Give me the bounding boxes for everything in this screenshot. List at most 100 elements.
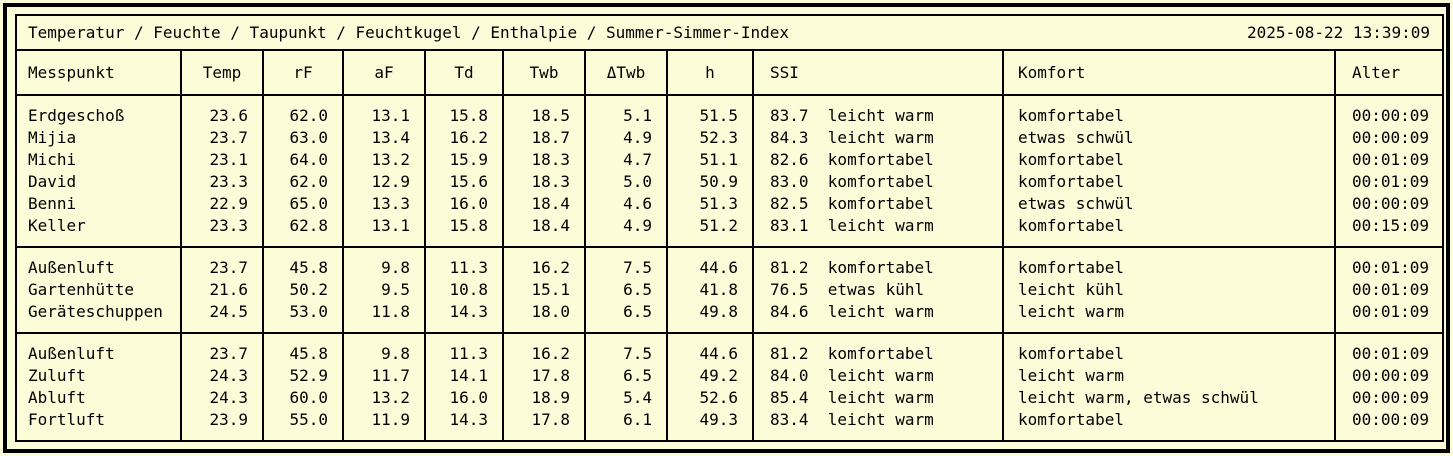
cell-af: 13.2 xyxy=(342,149,425,171)
cell-ssi: 76.5 etwas kühl xyxy=(752,279,1003,301)
cell-ssi: 84.6 leicht warm xyxy=(752,301,1003,333)
cell-delta-twb: 4.6 xyxy=(584,193,667,215)
cell-rf: 62.0 xyxy=(262,171,343,193)
cell-td: 15.8 xyxy=(424,215,503,247)
table-row: Erdgeschoß 23.6 62.0 13.1 15.8 18.5 5.1 51.5 83.… xyxy=(16,95,1443,127)
cell-messpunkt: Außenluft xyxy=(28,258,115,277)
cell-rf: 50.2 xyxy=(262,279,343,301)
cell-temp: 23.7 xyxy=(180,127,263,149)
cell-td: 16.2 xyxy=(424,127,503,149)
cell-alter: 00:00:09 xyxy=(1334,95,1443,127)
header-messpunkt: Messpunkt xyxy=(16,50,181,96)
measurement-group-indoor: Erdgeschoß 23.6 62.0 13.1 15.8 18.5 5.1 51.5 83.… xyxy=(16,95,1443,247)
cell-ssi: 83.7 leicht warm xyxy=(752,95,1003,127)
cell-temp: 23.3 xyxy=(180,215,263,247)
cell-h: 52.6 xyxy=(666,387,753,409)
cell-temp: 24.5 xyxy=(180,301,263,333)
cell-delta-twb: 6.5 xyxy=(584,301,667,333)
cell-rf: 65.0 xyxy=(262,193,343,215)
table-row: Außenluft 23.7 45.8 9.8 11.3 16.2 7.5 44.6 81.2 … xyxy=(16,247,1443,279)
cell-twb: 18.0 xyxy=(502,301,585,333)
cell-komfort: leicht warm xyxy=(1002,301,1335,333)
cell-h: 49.2 xyxy=(666,365,753,387)
cell-af: 12.9 xyxy=(342,171,425,193)
cell-td: 14.3 xyxy=(424,409,503,441)
cell-komfort: leicht warm xyxy=(1002,365,1335,387)
cell-h: 51.3 xyxy=(666,193,753,215)
cell-rf: 62.8 xyxy=(262,215,343,247)
cell-delta-twb: 7.5 xyxy=(584,333,667,365)
cell-h: 49.8 xyxy=(666,301,753,333)
cell-td: 10.8 xyxy=(424,279,503,301)
cell-alter: 00:00:09 xyxy=(1334,409,1443,441)
cell-ssi: 82.5 komfortabel xyxy=(752,193,1003,215)
cell-td: 16.0 xyxy=(424,387,503,409)
cell-delta-twb: 6.1 xyxy=(584,409,667,441)
cell-delta-twb: 7.5 xyxy=(584,247,667,279)
cell-twb: 18.7 xyxy=(502,127,585,149)
cell-alter: 00:00:09 xyxy=(1334,127,1443,149)
cell-messpunkt: Mijia xyxy=(28,128,77,147)
cell-komfort: komfortabel xyxy=(1002,95,1335,127)
title-bar: Temperatur / Feuchte / Taupunkt / Feucht… xyxy=(16,15,1443,51)
cell-twb: 18.3 xyxy=(502,149,585,171)
cell-h: 51.2 xyxy=(666,215,753,247)
cell-delta-twb: 5.0 xyxy=(584,171,667,193)
cell-twb: 17.8 xyxy=(502,409,585,441)
cell-messpunkt: Benni xyxy=(28,194,77,213)
cell-td: 14.3 xyxy=(424,301,503,333)
measurement-group-ventilation: Außenluft 23.7 45.8 9.8 11.3 16.2 7.5 44.6 81.2 … xyxy=(16,333,1443,441)
cell-komfort: etwas schwül xyxy=(1002,193,1335,215)
cell-messpunkt: Gartenhütte xyxy=(28,280,134,299)
table-row: Abluft 24.3 60.0 13.2 16.0 18.9 5.4 52.6 85.4 le… xyxy=(16,387,1443,409)
cell-alter: 00:15:09 xyxy=(1334,215,1443,247)
cell-alter: 00:00:09 xyxy=(1334,387,1443,409)
cell-td: 11.3 xyxy=(424,333,503,365)
cell-messpunkt: Michi xyxy=(28,150,77,169)
cell-td: 11.3 xyxy=(424,247,503,279)
cell-twb: 16.2 xyxy=(502,247,585,279)
cell-af: 9.5 xyxy=(342,279,425,301)
outer-frame: Temperatur / Feuchte / Taupunkt / Feucht… xyxy=(3,3,1450,453)
cell-alter: 00:00:09 xyxy=(1334,193,1443,215)
cell-delta-twb: 5.4 xyxy=(584,387,667,409)
timestamp: 2025-08-22 13:39:09 xyxy=(1246,23,1430,42)
cell-rf: 52.9 xyxy=(262,365,343,387)
cell-td: 14.1 xyxy=(424,365,503,387)
table-row: David 23.3 62.0 12.9 15.6 18.3 5.0 50.9 83.0 kom… xyxy=(16,171,1443,193)
cell-messpunkt: Geräteschuppen xyxy=(28,302,163,321)
cell-alter: 00:01:09 xyxy=(1334,279,1443,301)
cell-temp: 23.9 xyxy=(180,409,263,441)
cell-temp: 23.6 xyxy=(180,95,263,127)
cell-ssi: 84.0 leicht warm xyxy=(752,365,1003,387)
cell-delta-twb: 6.5 xyxy=(584,279,667,301)
cell-rf: 62.0 xyxy=(262,95,343,127)
cell-komfort: leicht kühl xyxy=(1002,279,1335,301)
cell-rf: 53.0 xyxy=(262,301,343,333)
cell-ssi: 82.6 komfortabel xyxy=(752,149,1003,171)
cell-af: 13.4 xyxy=(342,127,425,149)
cell-af: 9.8 xyxy=(342,333,425,365)
cell-rf: 60.0 xyxy=(262,387,343,409)
cell-af: 9.8 xyxy=(342,247,425,279)
table-row: Gartenhütte 21.6 50.2 9.5 10.8 15.1 6.5 41.8 76.… xyxy=(16,279,1443,301)
header-temp: Temp xyxy=(180,50,263,96)
header-h: h xyxy=(666,50,753,96)
cell-h: 52.3 xyxy=(666,127,753,149)
cell-komfort: etwas schwül xyxy=(1002,127,1335,149)
cell-h: 44.6 xyxy=(666,247,753,279)
cell-rf: 45.8 xyxy=(262,247,343,279)
header-twb: Twb xyxy=(502,50,585,96)
cell-h: 50.9 xyxy=(666,171,753,193)
cell-td: 16.0 xyxy=(424,193,503,215)
cell-h: 41.8 xyxy=(666,279,753,301)
cell-twb: 17.8 xyxy=(502,365,585,387)
cell-af: 13.1 xyxy=(342,95,425,127)
cell-ssi: 83.4 leicht warm xyxy=(752,409,1003,441)
cell-alter: 00:01:09 xyxy=(1334,301,1443,333)
table-row: Geräteschuppen 24.5 53.0 11.8 14.3 18.0 6.5 49.… xyxy=(16,301,1443,333)
cell-messpunkt: David xyxy=(28,172,77,191)
table-row: Zuluft 24.3 52.9 11.7 14.1 17.8 6.5 49.2 84.0 le… xyxy=(16,365,1443,387)
cell-twb: 18.9 xyxy=(502,387,585,409)
cell-alter: 00:01:09 xyxy=(1334,247,1443,279)
